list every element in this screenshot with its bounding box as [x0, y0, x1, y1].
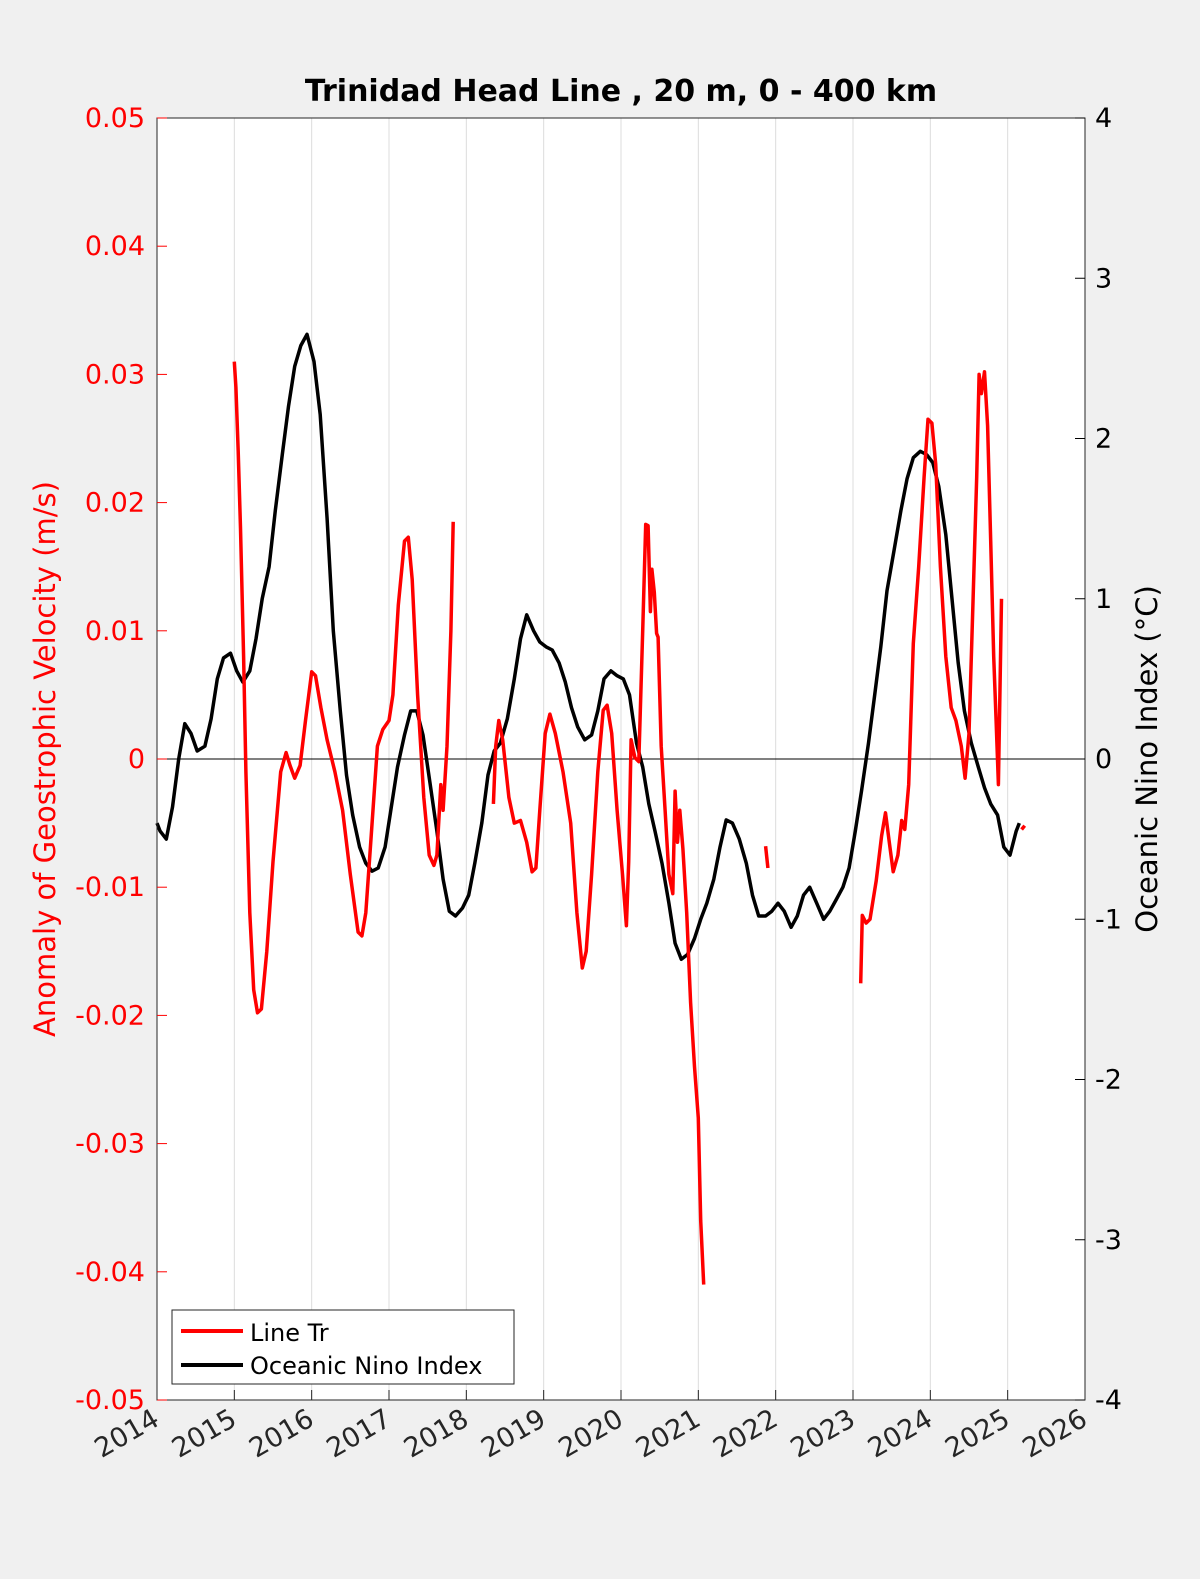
y-right-tick-label: 4	[1095, 103, 1112, 134]
series-layer	[155, 332, 1027, 1285]
y-right-tick-label: -1	[1095, 904, 1122, 935]
series-line-line-tr	[858, 370, 1004, 984]
legend-box	[171, 1309, 515, 1385]
legend-label-line-tr: Line Tr	[250, 1319, 329, 1347]
y-right-tick-label: -4	[1095, 1385, 1122, 1416]
left-axis-label: Anomaly of Geostrophic Velocity (m/s)	[28, 481, 62, 1037]
legend: Line Tr Oceanic Nino Index	[171, 1309, 515, 1385]
right-axis: 4 3 2 1 0 -1 -2 -3 -4	[1075, 103, 1122, 1416]
y-left-tick-label: 0	[128, 744, 145, 775]
right-axis-label: Oceanic Nino Index (°C)	[1130, 585, 1164, 933]
y-left-tick-label: -0.05	[75, 1385, 145, 1416]
left-axis: 0.05 0.04 0.03 0.02 0.01 0 -0.01 -0.02 -0.03 -0.0…	[75, 103, 167, 1416]
y-right-tick-label: -3	[1095, 1225, 1122, 1256]
y-right-tick-label: 0	[1095, 744, 1112, 775]
series-line-line-tr	[491, 522, 706, 1285]
y-left-tick-label: -0.03	[75, 1129, 145, 1160]
y-left-tick-label: 0.05	[85, 103, 145, 134]
series-line-line-tr	[232, 361, 455, 1015]
legend-label-oni: Oceanic Nino Index	[250, 1352, 482, 1380]
series-line-line-tr	[1020, 824, 1027, 831]
series-line-line-tr	[763, 846, 770, 869]
y-left-tick-label: 0.04	[85, 231, 145, 262]
y-right-tick-label: 1	[1095, 584, 1112, 615]
series-line-oceanic-nino-index	[155, 332, 1021, 962]
y-right-tick-label: -2	[1095, 1065, 1122, 1096]
y-left-tick-label: 0.02	[85, 488, 145, 519]
y-left-tick-label: 0.01	[85, 616, 145, 647]
y-left-tick-label: -0.01	[75, 872, 145, 903]
y-left-tick-label: 0.03	[85, 359, 145, 390]
y-left-tick-label: -0.02	[75, 1000, 145, 1031]
y-right-tick-label: 3	[1095, 263, 1112, 294]
y-right-tick-label: 2	[1095, 424, 1112, 455]
chart-title: Trinidad Head Line , 20 m, 0 - 400 km	[305, 74, 937, 109]
y-left-tick-label: -0.04	[75, 1257, 145, 1288]
